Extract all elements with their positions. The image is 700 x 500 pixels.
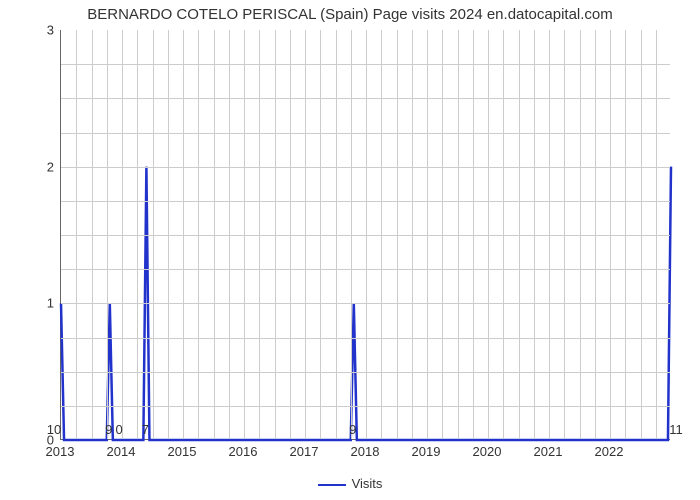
- x-tick-label: 2015: [168, 444, 197, 459]
- plot-area: [60, 30, 670, 440]
- gridline-horizontal: [61, 269, 670, 270]
- x-tick-label: 2016: [229, 444, 258, 459]
- x-tick-label: 2019: [412, 444, 441, 459]
- chart-container: BERNARDO COTELO PERISCAL (Spain) Page vi…: [0, 0, 700, 500]
- data-point-label: 10: [47, 422, 61, 437]
- x-tick-label: 2017: [290, 444, 319, 459]
- data-point-label: 7: [142, 422, 149, 437]
- gridline-horizontal: [61, 372, 670, 373]
- x-tick-label: 2014: [107, 444, 136, 459]
- x-tick-label: 2020: [473, 444, 502, 459]
- gridline-horizontal: [61, 133, 670, 134]
- x-tick-label: 2013: [46, 444, 75, 459]
- x-tick-label: 2021: [534, 444, 563, 459]
- gridline-horizontal: [61, 406, 670, 407]
- legend-swatch: [318, 484, 346, 486]
- data-point-label: 9: [105, 422, 112, 437]
- legend-label: Visits: [352, 476, 383, 491]
- gridline-horizontal: [61, 201, 670, 202]
- y-tick-label: 1: [14, 296, 54, 311]
- x-tick-label: 2018: [351, 444, 380, 459]
- chart-title: BERNARDO COTELO PERISCAL (Spain) Page vi…: [0, 6, 700, 23]
- gridline-horizontal: [61, 64, 670, 65]
- gridline-horizontal: [61, 338, 670, 339]
- gridline-horizontal: [61, 235, 670, 236]
- gridline-horizontal: [61, 303, 670, 304]
- y-tick-label: 2: [14, 159, 54, 174]
- data-point-label: 11: [669, 422, 683, 437]
- gridline-horizontal: [61, 98, 670, 99]
- data-point-label: 0: [115, 422, 122, 437]
- data-point-label: 9: [349, 422, 356, 437]
- legend: Visits: [0, 476, 700, 491]
- y-tick-label: 3: [14, 23, 54, 38]
- x-tick-label: 2022: [595, 444, 624, 459]
- gridline-horizontal: [61, 167, 670, 168]
